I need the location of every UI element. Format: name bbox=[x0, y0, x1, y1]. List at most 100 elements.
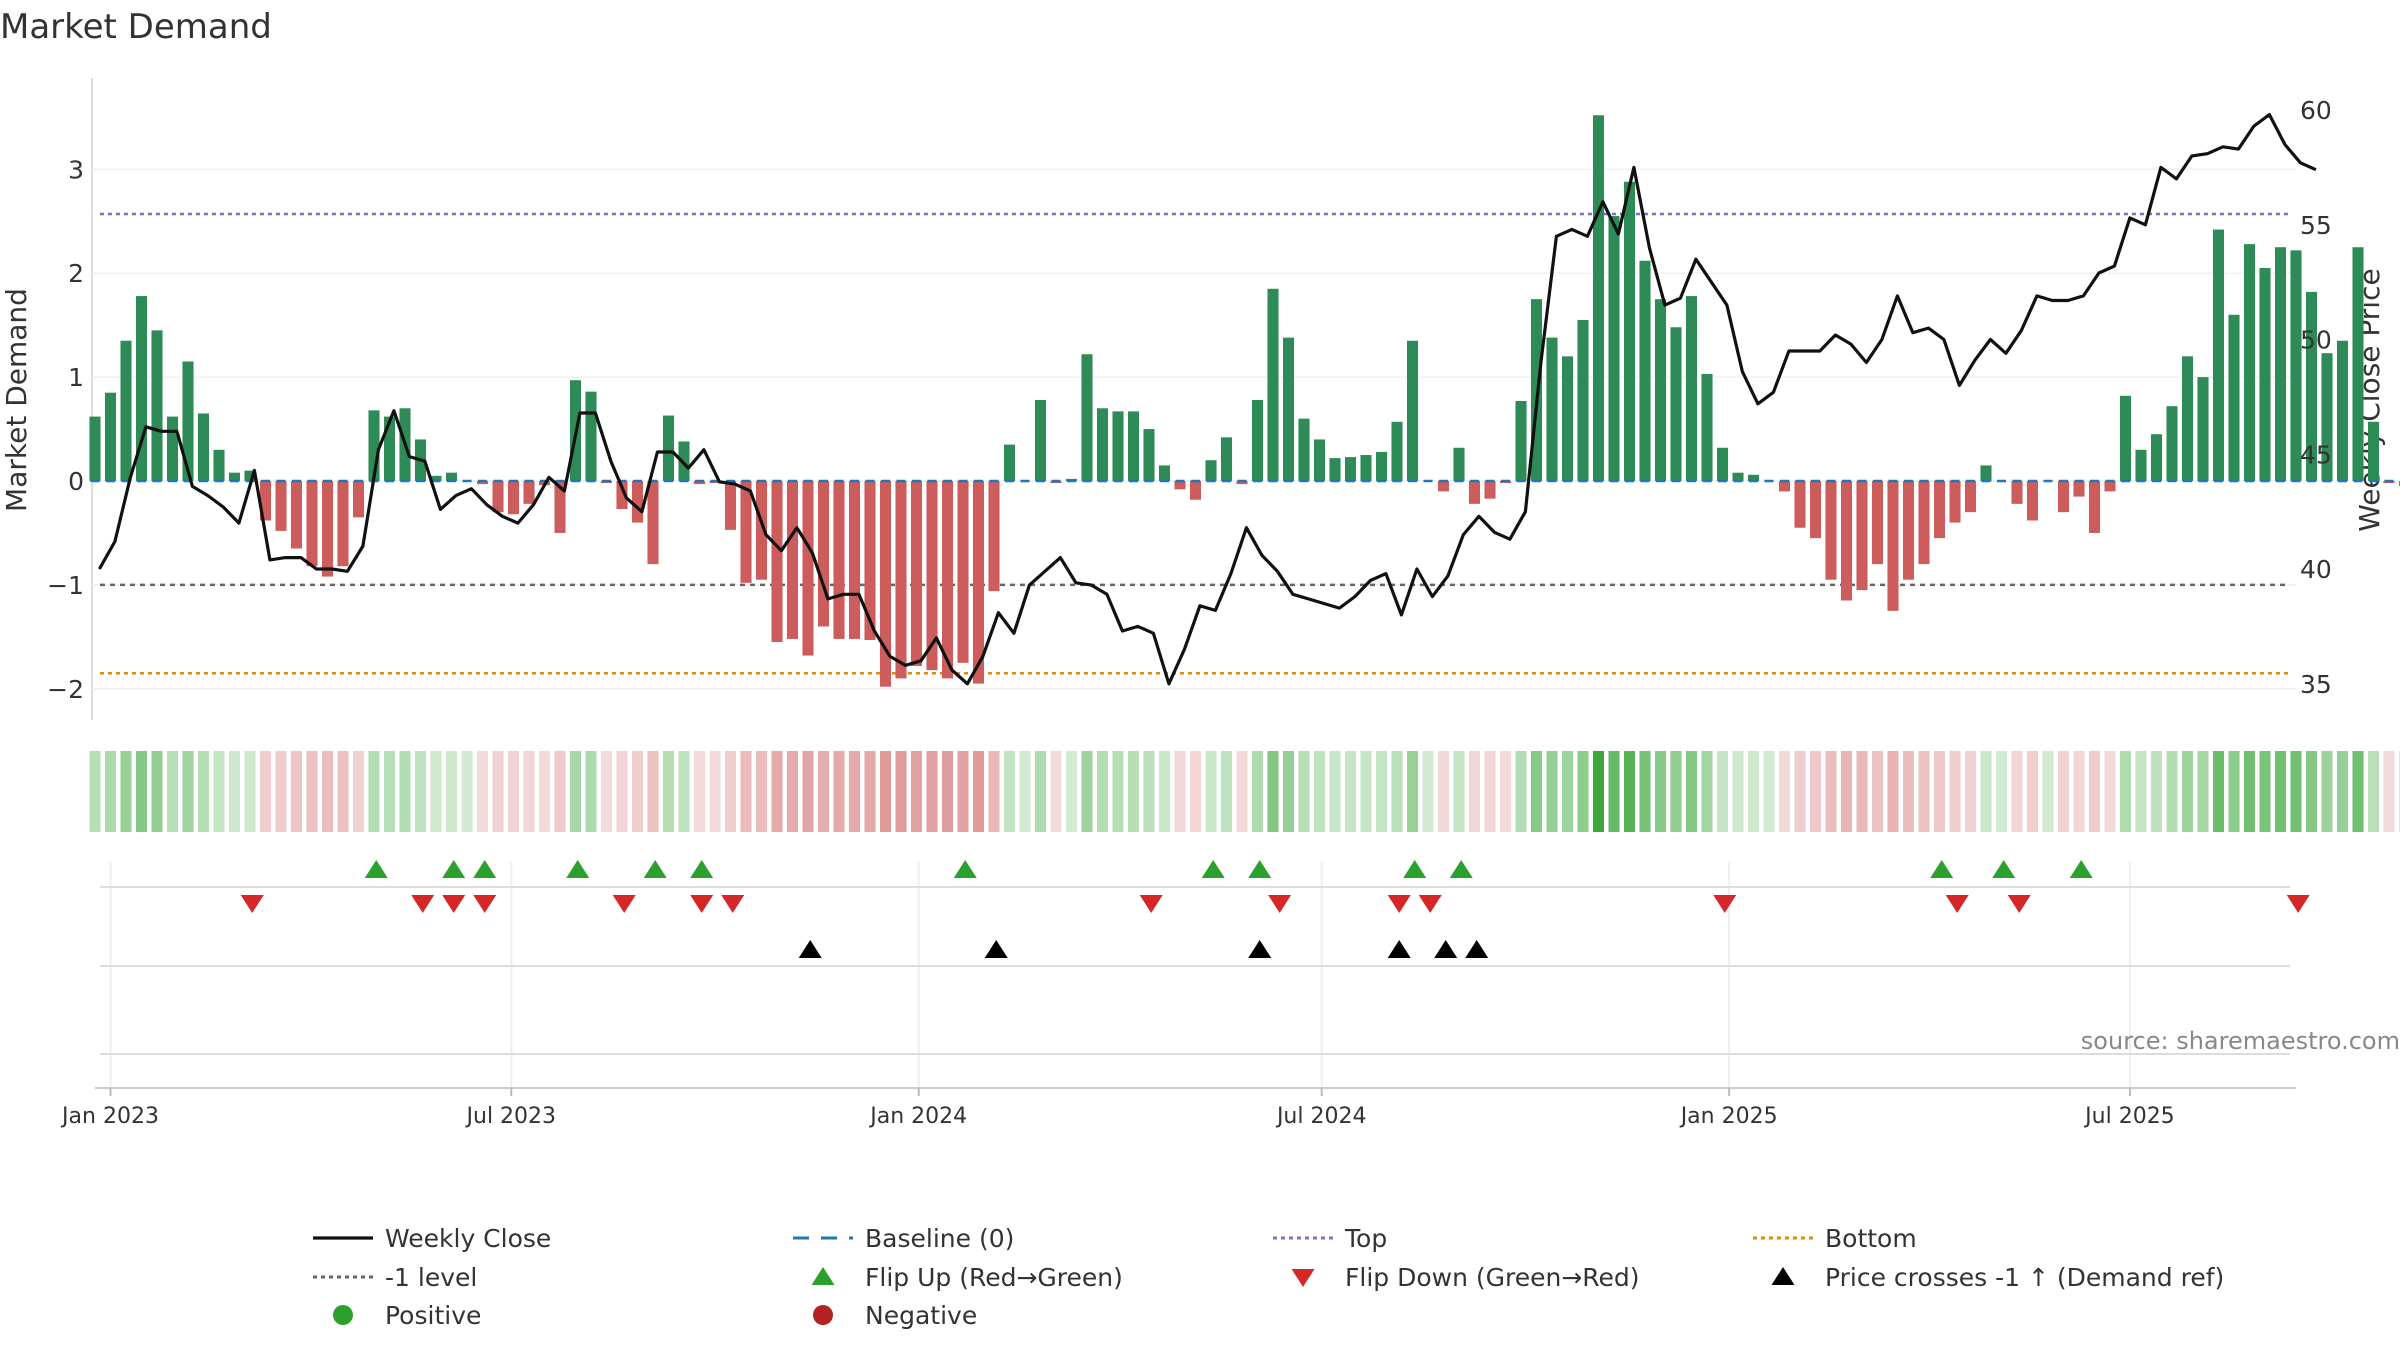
demand-bar bbox=[182, 361, 194, 481]
demand-bar bbox=[1298, 418, 1310, 481]
demand-bar bbox=[368, 410, 380, 481]
demand-bar bbox=[879, 481, 892, 687]
demand-bar bbox=[2135, 449, 2147, 481]
demand-bar bbox=[1484, 481, 1496, 499]
legend-label: Positive bbox=[385, 1301, 481, 1330]
flip-up-marker bbox=[953, 860, 977, 878]
heat-cell bbox=[2367, 751, 2380, 832]
heat-cell bbox=[1809, 751, 1822, 832]
flip-up-marker bbox=[1201, 860, 1225, 878]
legend-swatch bbox=[813, 1305, 833, 1325]
heat-cell bbox=[213, 751, 225, 832]
heat-cell bbox=[1794, 751, 1806, 832]
demand-bar bbox=[1313, 439, 1326, 481]
heat-cell bbox=[1577, 751, 1589, 832]
legend-label: Price crosses -1 ↑ (Demand ref) bbox=[1825, 1263, 2224, 1292]
heat-cell bbox=[879, 751, 892, 832]
heat-cell bbox=[244, 751, 256, 832]
heat-cell bbox=[1034, 751, 1047, 832]
flip-down-marker bbox=[1418, 895, 1442, 913]
demand-bar bbox=[2150, 434, 2163, 481]
demand-bar bbox=[1344, 457, 1357, 481]
demand-bar bbox=[972, 481, 985, 684]
heat-cell bbox=[988, 751, 1000, 832]
legend-label: Top bbox=[1344, 1224, 1387, 1253]
heat-strip bbox=[89, 751, 2400, 832]
demand-bar bbox=[166, 416, 179, 481]
demand-bar bbox=[1809, 481, 1822, 539]
price-cross-marker bbox=[1465, 940, 1489, 958]
heat-cell bbox=[2398, 751, 2400, 832]
demand-bar bbox=[1112, 411, 1124, 481]
flip-up-marker bbox=[2069, 860, 2093, 878]
demand-bar bbox=[1964, 481, 1977, 513]
demand-bar bbox=[817, 481, 830, 627]
heat-cell bbox=[1887, 751, 1899, 832]
heat-cell bbox=[2135, 751, 2147, 832]
heat-cell bbox=[1050, 751, 1062, 832]
demand-bar bbox=[2228, 314, 2240, 481]
demand-bar bbox=[1189, 481, 1202, 500]
heat-cell bbox=[941, 751, 954, 832]
demand-bar bbox=[2057, 481, 2070, 513]
demand-bar bbox=[259, 481, 272, 521]
demand-bar bbox=[616, 481, 628, 510]
demand-bar bbox=[2119, 395, 2132, 481]
heat-cell bbox=[2383, 751, 2395, 832]
heat-cell bbox=[1298, 751, 1310, 832]
demand-bar bbox=[1623, 181, 1636, 481]
demand-bar bbox=[662, 415, 675, 481]
heat-cell bbox=[740, 751, 752, 832]
demand-bar bbox=[1546, 337, 1558, 481]
demand-bar bbox=[507, 481, 520, 515]
demand-bar bbox=[2104, 481, 2116, 492]
demand-bar bbox=[1220, 437, 1233, 481]
demand-bar bbox=[802, 481, 814, 656]
heat-cell bbox=[1592, 751, 1605, 832]
demand-bar bbox=[430, 475, 442, 481]
weekly-close-line bbox=[98, 112, 2317, 686]
flip-up-marker bbox=[643, 860, 667, 878]
heat-cell bbox=[1515, 751, 1527, 832]
demand-bar bbox=[89, 416, 101, 481]
heat-cell bbox=[1701, 751, 1713, 832]
flip-down-marker bbox=[690, 895, 714, 913]
demand-bar bbox=[1437, 481, 1450, 492]
y-right-tick-label: 40 bbox=[2300, 555, 2332, 584]
x-tick-label: Jul 2023 bbox=[465, 1104, 557, 1129]
demand-bar bbox=[306, 481, 318, 567]
price-cross-marker bbox=[1248, 940, 1272, 958]
heat-cell bbox=[833, 751, 845, 832]
demand-bar bbox=[1778, 481, 1791, 492]
demand-bar bbox=[1174, 481, 1186, 490]
demand-bar bbox=[647, 481, 659, 565]
heat-cell bbox=[724, 751, 737, 832]
heat-cell bbox=[1623, 751, 1636, 832]
x-tick-label: Jul 2025 bbox=[2083, 1104, 2175, 1129]
demand-bar bbox=[135, 296, 148, 481]
demand-bar bbox=[988, 481, 1000, 592]
x-ticks: Jan 2023 Jul 2023 Jan 2024 Jul 2024 Jan 2025… bbox=[60, 1088, 2175, 1129]
heat-cell bbox=[2150, 751, 2163, 832]
demand-bar bbox=[2352, 247, 2364, 481]
heat-cell bbox=[2274, 751, 2287, 832]
heat-cell bbox=[2259, 751, 2271, 832]
heat-cell bbox=[1112, 751, 1124, 832]
heat-cell bbox=[2228, 751, 2240, 832]
demand-bar bbox=[1267, 288, 1279, 481]
demand-bar bbox=[2026, 481, 2039, 521]
heat-cell bbox=[1670, 751, 1682, 832]
heat-cell bbox=[1344, 751, 1357, 832]
demand-bar bbox=[1685, 296, 1698, 481]
demand-bar bbox=[2197, 377, 2209, 481]
heat-cell bbox=[1205, 751, 1217, 832]
heat-cell bbox=[1158, 751, 1171, 832]
demand-bar bbox=[910, 481, 923, 666]
heat-cell bbox=[1313, 751, 1326, 832]
heat-cell bbox=[2305, 751, 2318, 832]
heat-cell bbox=[1019, 751, 1031, 832]
demand-bar bbox=[1949, 481, 1961, 523]
heat-cell bbox=[1468, 751, 1481, 832]
heat-cell bbox=[1685, 751, 1698, 832]
demand-bar bbox=[1980, 465, 1992, 481]
